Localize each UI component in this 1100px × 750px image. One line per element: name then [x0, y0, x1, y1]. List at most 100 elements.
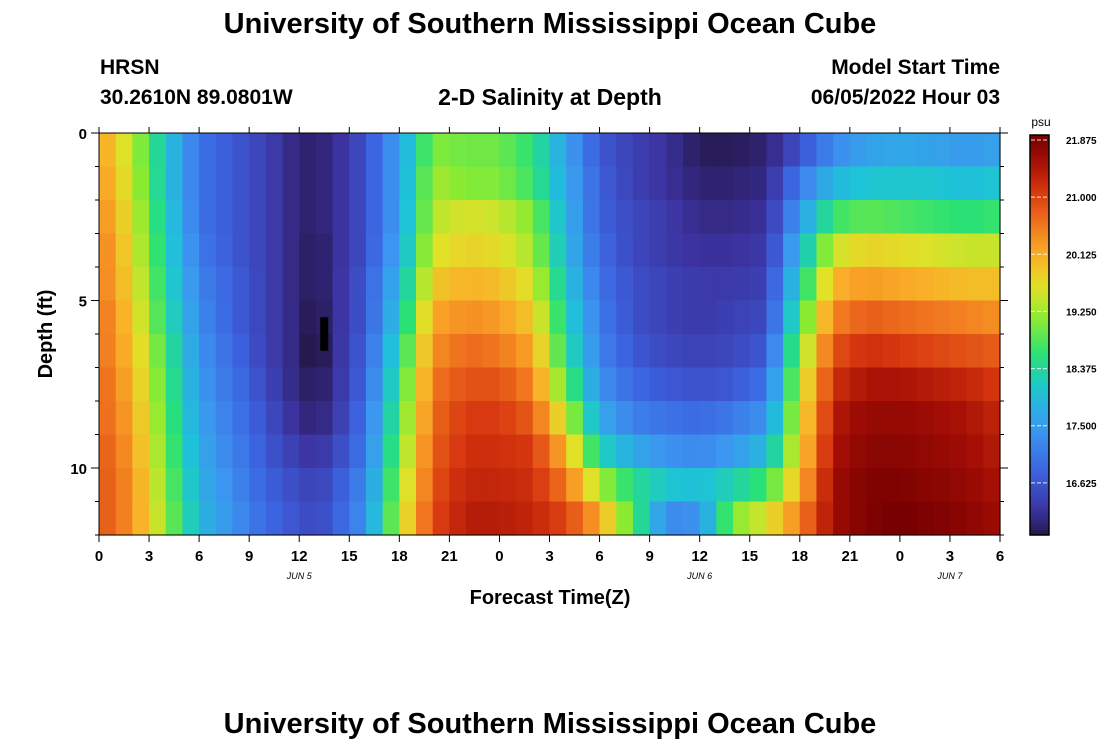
heatmap-cell: [365, 401, 384, 436]
heatmap-cell: [599, 267, 617, 302]
heatmap-cell: [799, 367, 818, 402]
heatmap-cell: [315, 233, 334, 268]
heatmap-cell: [749, 334, 768, 369]
heatmap-cell: [199, 300, 217, 335]
heatmap-cell: [265, 133, 284, 168]
heatmap-cell: [716, 468, 734, 503]
heatmap-cell: [232, 267, 250, 302]
heatmap-cell: [816, 401, 834, 436]
heatmap-cell: [632, 300, 651, 335]
heatmap-cell: [365, 133, 384, 168]
heatmap-cell: [165, 166, 184, 201]
heatmap-cell: [632, 233, 651, 268]
heatmap-cell: [883, 401, 901, 436]
heatmap-cell: [933, 200, 951, 235]
heatmap-cell: [99, 200, 117, 235]
heatmap-cell: [115, 233, 133, 268]
heatmap-cell: [582, 468, 601, 503]
heatmap-cell: [799, 133, 818, 168]
x-tick-label: 0: [896, 548, 904, 565]
heatmap-cell: [582, 300, 601, 335]
heatmap-cell: [599, 200, 617, 235]
heatmap-cell: [649, 300, 667, 335]
heatmap-cell: [649, 367, 667, 402]
x-tick-label: 18: [391, 548, 408, 565]
heatmap-cell: [466, 367, 484, 402]
heatmap-cell: [799, 401, 818, 436]
heatmap-cell: [99, 334, 117, 369]
heatmap-cell: [983, 434, 1001, 469]
heatmap-cell: [766, 267, 784, 302]
heatmap-cell: [482, 133, 501, 168]
heatmap-cell: [699, 200, 717, 235]
heatmap-cell: [632, 468, 651, 503]
heatmap-cell: [482, 501, 501, 536]
heatmap-cell: [332, 468, 350, 503]
heatmap-cell: [582, 501, 601, 536]
heatmap-cell: [666, 434, 684, 469]
heatmap-cell: [682, 200, 701, 235]
heatmap-cell: [299, 300, 317, 335]
heatmap-cell: [149, 468, 167, 503]
axes: 0 3 6 9 12 15 18 21 0 3 6 9 12 15 18 21 0 3 6 JUN 5 JUN 6 JUN…: [70, 126, 1008, 581]
heatmap-cell: [833, 233, 851, 268]
heatmap-cell: [933, 468, 951, 503]
heatmap-cell: [849, 300, 868, 335]
heatmap-cell: [249, 267, 267, 302]
heatmap-cell: [315, 401, 334, 436]
heatmap-cell: [215, 501, 234, 536]
heatmap-cell: [215, 334, 234, 369]
heatmap-cell: [449, 300, 467, 335]
heatmap-cell: [749, 367, 768, 402]
heatmap-cell: [432, 401, 450, 436]
heatmap-cell: [349, 166, 367, 201]
heatmap-cell: [149, 166, 167, 201]
heatmap-cell: [299, 133, 317, 168]
heatmap-cell: [365, 434, 384, 469]
heatmap-cell: [599, 133, 617, 168]
heatmap-cell: [566, 334, 584, 369]
heatmap-cell: [716, 300, 734, 335]
heatmap-cell: [749, 468, 768, 503]
heatmap-cell: [566, 434, 584, 469]
heatmap-cell: [499, 300, 517, 335]
heatmap-cell: [682, 334, 701, 369]
heatmap-cell: [616, 200, 634, 235]
heatmap-cell: [949, 133, 968, 168]
heatmap-cell: [315, 468, 334, 503]
heatmap-cell: [499, 200, 517, 235]
heatmap-cell: [532, 501, 551, 536]
heatmap-cell: [182, 501, 200, 536]
heatmap-cell: [182, 267, 200, 302]
heatmap-cell: [466, 233, 484, 268]
heatmap-cell: [816, 267, 834, 302]
heatmap-cell: [816, 501, 834, 536]
heatmap-cell: [566, 501, 584, 536]
heatmap-cell: [849, 233, 868, 268]
heatmap-cell: [399, 166, 417, 201]
heatmap-cell: [632, 434, 651, 469]
heatmap-cell: [215, 434, 234, 469]
heatmap-cell: [232, 334, 250, 369]
heatmap-cell: [332, 334, 350, 369]
heatmap-cell: [282, 468, 300, 503]
heatmap-cell: [749, 133, 768, 168]
heatmap-cell: [99, 434, 117, 469]
x-tick-label: 21: [441, 548, 458, 565]
station-name: HRSN: [100, 56, 160, 79]
colorbar: psu 21.875 21.000 20.125 19.250 18.375 17.500…: [1029, 115, 1097, 536]
heatmap-cell: [699, 300, 717, 335]
heatmap-cell: [349, 468, 367, 503]
colorbar-tick-label: 21.875: [1066, 136, 1097, 147]
heatmap-cell: [482, 401, 501, 436]
heatmap-cell: [666, 267, 684, 302]
heatmap-cell: [566, 200, 584, 235]
heatmap-cell: [783, 200, 801, 235]
heatmap-cell: [532, 300, 551, 335]
heatmap-cell: [165, 233, 184, 268]
heatmap-cell: [432, 434, 450, 469]
heatmap-cell: [766, 367, 784, 402]
heatmap-cell: [549, 434, 567, 469]
heatmap-cell: [666, 334, 684, 369]
heatmap-cell: [983, 367, 1001, 402]
